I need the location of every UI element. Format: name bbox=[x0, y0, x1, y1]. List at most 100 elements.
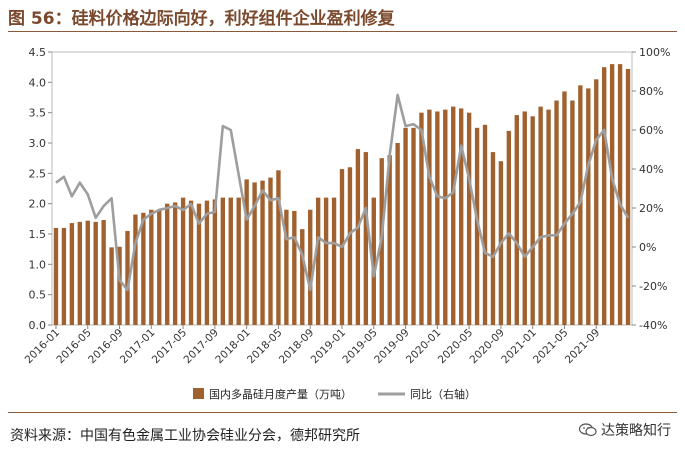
legend-line-label: 同比（右轴） bbox=[410, 387, 476, 401]
production-bar bbox=[244, 179, 249, 325]
production-bar bbox=[490, 152, 496, 325]
right-tick-label: 40% bbox=[639, 163, 663, 176]
production-bar bbox=[514, 115, 519, 326]
production-bar bbox=[482, 124, 488, 325]
production-bar bbox=[403, 127, 408, 325]
production-bar bbox=[315, 197, 321, 325]
production-bar bbox=[578, 85, 583, 325]
title-divider bbox=[8, 31, 677, 32]
production-bar bbox=[77, 221, 82, 325]
production-bar bbox=[586, 88, 591, 326]
production-bar bbox=[331, 197, 337, 325]
right-tick-label: -40% bbox=[639, 319, 667, 332]
production-bar bbox=[617, 64, 623, 325]
production-bar bbox=[554, 100, 559, 326]
production-bar bbox=[188, 200, 194, 325]
production-bar bbox=[451, 106, 456, 325]
left-tick-label: 3.5 bbox=[29, 107, 47, 120]
production-bar bbox=[395, 143, 400, 325]
right-tick-label: -20% bbox=[639, 280, 667, 293]
production-bar bbox=[292, 210, 297, 325]
production-bar bbox=[93, 221, 98, 325]
bottom-divider bbox=[8, 412, 677, 413]
legend-bar-label: 国内多晶硅月度产量（万吨） bbox=[209, 387, 352, 401]
production-bar bbox=[236, 197, 241, 325]
production-bar bbox=[443, 109, 448, 325]
watermark: 达策略知行 bbox=[579, 420, 671, 440]
source-note: 资料来源：中国有色金属工业协会硅业分会，德邦研究所 bbox=[10, 428, 360, 444]
production-bar bbox=[69, 223, 75, 325]
production-bar bbox=[268, 177, 273, 325]
production-bar bbox=[427, 109, 432, 325]
right-tick-label: 100% bbox=[639, 46, 670, 59]
production-bar bbox=[180, 197, 186, 325]
production-bar bbox=[196, 203, 202, 325]
production-bar bbox=[133, 214, 138, 325]
production-bar bbox=[625, 68, 631, 325]
production-bar bbox=[411, 127, 416, 325]
left-tick-label: 0.0 bbox=[29, 319, 47, 332]
production-bar bbox=[594, 79, 599, 325]
production-bar bbox=[466, 112, 472, 326]
production-bar bbox=[347, 167, 353, 325]
right-tick-label: 20% bbox=[639, 202, 663, 215]
production-bar bbox=[355, 149, 361, 325]
legend: 国内多晶硅月度产量（万吨） 同比（右轴） bbox=[193, 387, 476, 401]
production-bar bbox=[609, 64, 615, 325]
production-bar bbox=[387, 155, 392, 325]
production-bar bbox=[172, 202, 178, 325]
production-bar bbox=[300, 229, 305, 325]
right-tick-label: 60% bbox=[639, 124, 663, 137]
production-bar bbox=[53, 227, 59, 325]
production-bar bbox=[522, 111, 527, 325]
production-bar bbox=[602, 67, 607, 325]
figure-title: 图 56：硅料价格边际向好，利好组件企业盈利修复 bbox=[8, 9, 395, 29]
production-bar bbox=[474, 127, 480, 325]
production-bar bbox=[323, 197, 329, 325]
production-bar bbox=[125, 230, 130, 325]
production-bar bbox=[101, 220, 106, 325]
production-bar bbox=[260, 180, 265, 325]
production-bar bbox=[109, 247, 114, 325]
production-bar bbox=[276, 170, 281, 325]
chart-container: 0.0 0.5 1.0 1.5 2.0 2.5 3.0 3.5 4.0 4.5 -40% -20% 0%… bbox=[0, 34, 685, 409]
production-bar bbox=[165, 203, 170, 325]
production-bar bbox=[204, 200, 210, 325]
production-bar bbox=[212, 199, 218, 325]
production-bar bbox=[538, 106, 543, 325]
production-bar bbox=[363, 152, 369, 325]
left-tick-label: 2.5 bbox=[29, 167, 47, 180]
production-bar bbox=[546, 109, 551, 325]
left-tick-label: 3.0 bbox=[29, 137, 47, 150]
left-tick-label: 1.5 bbox=[29, 228, 47, 241]
left-tick-label: 4.5 bbox=[29, 46, 47, 59]
production-bar bbox=[419, 112, 424, 326]
production-bar bbox=[506, 130, 512, 325]
production-bar bbox=[562, 91, 567, 325]
production-bar bbox=[252, 182, 257, 325]
production-bar bbox=[61, 227, 67, 325]
production-bar bbox=[308, 209, 313, 325]
production-bar bbox=[435, 111, 440, 325]
wechat-icon bbox=[579, 423, 597, 437]
legend-bar-swatch bbox=[193, 388, 204, 399]
right-tick-label: 80% bbox=[639, 85, 663, 98]
production-bar bbox=[141, 212, 146, 325]
production-bar bbox=[228, 197, 233, 325]
production-bar bbox=[149, 209, 154, 325]
left-tick-label: 0.5 bbox=[29, 289, 47, 302]
yoy-line bbox=[55, 93, 630, 292]
production-bar bbox=[530, 116, 535, 325]
left-tick-label: 1.0 bbox=[29, 258, 47, 271]
production-bar bbox=[220, 197, 226, 325]
chart-svg: 0.0 0.5 1.0 1.5 2.0 2.5 3.0 3.5 4.0 4.5 -40% -20% 0%… bbox=[23, 46, 671, 401]
production-bar bbox=[284, 209, 289, 325]
watermark-text: 达策略知行 bbox=[601, 423, 671, 439]
left-tick-label: 2.0 bbox=[29, 198, 47, 211]
line-layer bbox=[55, 93, 630, 292]
production-bar bbox=[117, 246, 122, 325]
production-bar bbox=[371, 197, 376, 325]
production-bar bbox=[458, 108, 464, 325]
bars-layer bbox=[53, 64, 631, 326]
production-bar bbox=[157, 209, 162, 325]
